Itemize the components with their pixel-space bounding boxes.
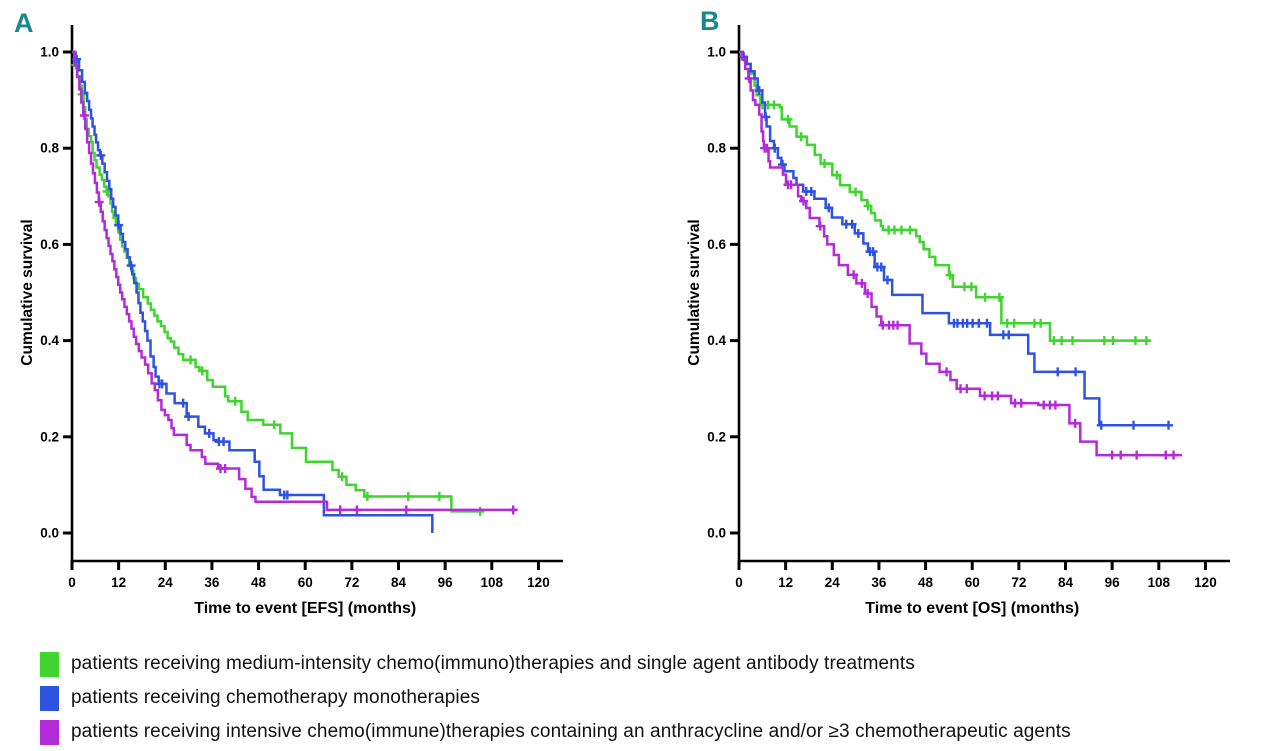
y-tick-label: 1.0: [40, 45, 59, 60]
y-tick-label: 1.0: [707, 45, 726, 60]
legend-label: patients receiving medium-intensity chem…: [71, 653, 915, 675]
km-survival-plot: 0.0 0.2 0.4 0.6 0.8 1.0 0 12 24 36 48 60 72 84 96 108 12…: [19, 25, 1230, 617]
x-tick-label: 60: [965, 575, 980, 590]
y-tick-label: 0.4: [40, 333, 59, 348]
y-tick-label: 0.8: [40, 141, 59, 156]
y-axis-label: Cumulative survival: [19, 219, 36, 365]
x-tick-label: 48: [918, 575, 934, 590]
legend-swatch-blue: [40, 686, 59, 711]
x-tick-label: 108: [1148, 575, 1171, 590]
x-tick-label: 36: [204, 575, 220, 590]
y-tick-label: 0.2: [40, 429, 59, 444]
km-curve: [739, 50, 1183, 457]
legend-label: patients receiving chemotherapy monother…: [71, 687, 481, 709]
y-tick-label: 0.0: [707, 526, 726, 541]
km-curve: [72, 50, 517, 512]
y-tick-label: 0.8: [707, 141, 726, 156]
x-tick-label: 96: [1105, 575, 1121, 590]
x-tick-label: 84: [1058, 575, 1074, 590]
x-tick-label: 24: [825, 575, 841, 590]
x-tick-label: 0: [735, 575, 743, 590]
x-tick-label: 0: [68, 575, 76, 590]
x-tick-label: 48: [251, 575, 267, 590]
figure-legend: patients receiving medium-intensity chem…: [40, 652, 1071, 745]
x-tick-label: 120: [1194, 575, 1217, 590]
x-tick-label: 108: [481, 575, 504, 590]
legend-item-medium-intensity: patients receiving medium-intensity chem…: [40, 652, 1071, 677]
panel-b-letter: B: [700, 6, 720, 36]
x-axis-label: Time to event [OS] (months): [865, 600, 1079, 617]
km-curve: [72, 50, 485, 513]
legend-label: patients receiving intensive chemo(immun…: [71, 721, 1071, 743]
x-tick-label: 12: [111, 575, 126, 590]
km-curve: [739, 50, 1171, 427]
x-tick-label: 96: [438, 575, 454, 590]
panel-a-letter: A: [14, 8, 34, 38]
x-tick-label: 12: [778, 575, 793, 590]
y-tick-label: 0.6: [40, 237, 59, 252]
x-tick-label: 84: [391, 575, 407, 590]
y-tick-label: 0.6: [707, 237, 726, 252]
y-axis-label: Cumulative survival: [686, 219, 703, 365]
x-tick-label: 72: [1011, 575, 1026, 590]
y-tick-label: 0.2: [707, 429, 726, 444]
y-tick-label: 0.0: [40, 526, 59, 541]
x-tick-label: 60: [298, 575, 313, 590]
km-curve: [72, 50, 434, 533]
x-tick-label: 24: [158, 575, 174, 590]
x-tick-label: 72: [344, 575, 359, 590]
y-tick-label: 0.4: [707, 333, 726, 348]
legend-item-monotherapy: patients receiving chemotherapy monother…: [40, 686, 1071, 711]
x-axis-label: Time to event [EFS] (months): [194, 600, 416, 617]
x-tick-label: 120: [527, 575, 550, 590]
legend-item-intensive: patients receiving intensive chemo(immun…: [40, 720, 1071, 745]
legend-swatch-magenta: [40, 720, 59, 745]
legend-swatch-green: [40, 652, 59, 677]
x-tick-label: 36: [871, 575, 887, 590]
